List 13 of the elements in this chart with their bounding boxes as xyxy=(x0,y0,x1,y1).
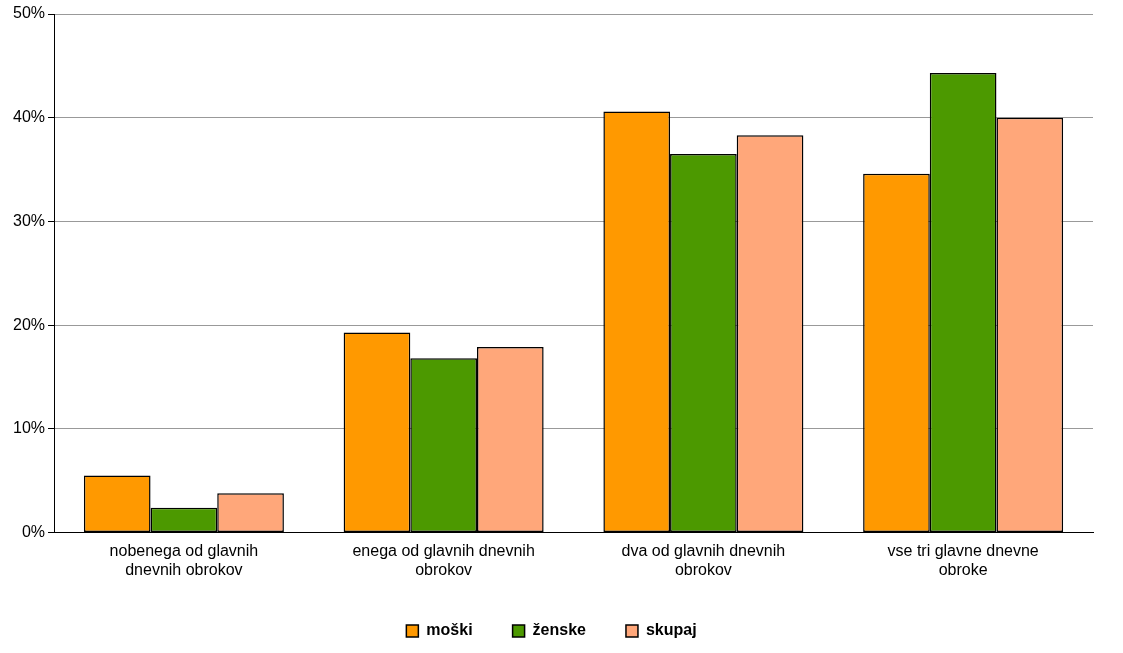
y-tick-label: 50% xyxy=(12,4,46,22)
legend-label: moški xyxy=(426,621,473,639)
y-tick-label: 0% xyxy=(21,523,46,541)
y-tick-label: 20% xyxy=(12,315,46,333)
x-tick-label: nobenega od glavnih dnevnih obrokov xyxy=(109,541,259,578)
x-tick-label: vse tri glavne dnevne obroke xyxy=(887,541,1039,578)
x-tick-label: enega od glavnih dnevnih obrokov xyxy=(352,541,535,578)
y-tick-label: 40% xyxy=(12,108,46,126)
x-tick-label: dva od glavnih dnevnih obrokov xyxy=(621,541,786,578)
legend-label: ženske xyxy=(532,621,587,639)
y-tick-label: 30% xyxy=(12,211,46,229)
y-tick-label: 10% xyxy=(12,419,46,437)
legend-label: skupaj xyxy=(645,621,697,639)
